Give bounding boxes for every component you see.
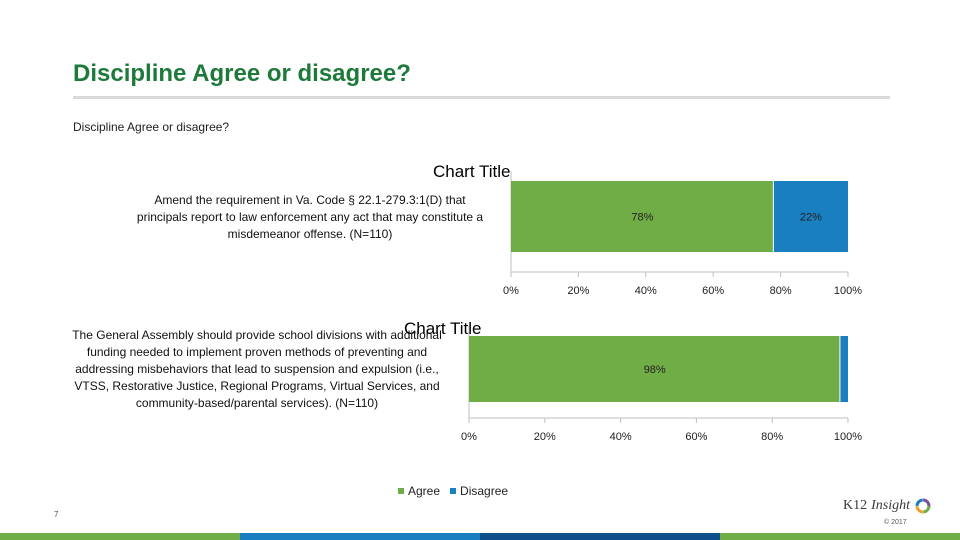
logo-text-k12: K12 [843,498,868,513]
band-segment [480,533,720,540]
logo-pinwheel-icon [915,498,931,514]
chart-1-question-line: Amend the requirement in Va. Code § 22.1… [154,193,466,207]
chart-2-tick-label: 80% [761,431,783,443]
chart-1-title: Chart Title [433,162,510,182]
chart-2-tick-label: 0% [461,431,477,443]
slide-title: Discipline Agree or disagree? [73,60,411,87]
chart-2-tick-label: 100% [834,431,862,443]
chart-1-tick-label: 100% [834,285,862,297]
chart-1-tick-label: 80% [770,285,792,297]
chart-2-question-line: VTSS, Restorative Justice, Regional Prog… [74,379,440,393]
title-divider [73,96,890,99]
chart-1-tick-label: 20% [567,285,589,297]
chart-2-title-text: Chart Title [404,319,482,338]
legend-swatch-agree [398,488,404,494]
chart-1-data-label-disagree: 22% [800,212,822,224]
chart-2-question-line: community-based/parental services). (N=1… [135,396,379,410]
chart-1-bar-agree [511,181,773,252]
chart-2-tick-label: 20% [534,431,556,443]
slide-subtitle: Discipline Agree or disagree? [73,120,230,134]
k12-insight-logo: K12 Insight [843,497,932,515]
chart-1-data-label-agree: 78% [631,212,653,224]
chart-2-question-line: addressing misbehaviors that lead to sus… [75,362,439,376]
legend-item-disagree: Disagree [450,484,508,498]
chart-1-title-text: Chart Title [433,162,511,181]
legend-item-agree: Agree [398,484,440,498]
chart-1-tick-label: 60% [702,285,724,297]
chart-2-tick-label: 60% [685,431,707,443]
legend-swatch-disagree [450,488,457,494]
chart-2-bar-agree [469,336,840,402]
chart-1-tick-label: 40% [635,285,657,297]
chart-2-bar-disagree [840,336,848,402]
chart-2-title: Chart Title [404,319,481,339]
chart-1-tick-label: 0% [503,285,519,297]
chart-2-question: The General Assembly should provide scho… [56,327,458,412]
page-number: 7 [54,510,59,519]
bottom-color-band [0,533,960,540]
legend-label-disagree: Disagree [460,484,509,498]
logo-text-insight: Insight [871,498,911,513]
chart-1-bar-disagree [773,181,848,252]
chart-2-question-line: funding needed to implement proven metho… [86,345,428,359]
chart-2-tick-label: 40% [610,431,632,443]
legend-label-agree: Agree [408,484,441,498]
legend: Agree Disagree [398,484,508,498]
chart-2-question-line: The General Assembly should provide scho… [72,328,442,342]
chart-1-question: Amend the requirement in Va. Code § 22.1… [115,192,505,243]
band-segment [720,533,960,540]
copyright: © 2017 [884,519,907,526]
chart-1-question-line: principals report to law enforcement any… [136,210,484,224]
chart-1-question-line: misdemeanor offense. (N=110) [227,227,393,241]
band-segment [0,533,240,540]
band-segment [240,533,480,540]
chart-2-data-label-agree: 98% [644,364,666,376]
